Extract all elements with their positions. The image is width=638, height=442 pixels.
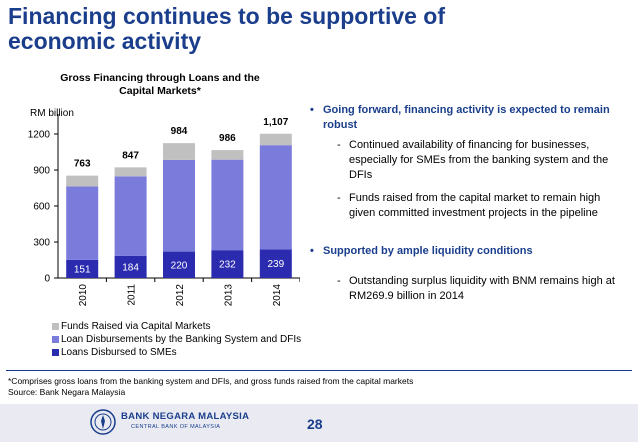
sub-bullet-capital-market-funds: - Funds raised from the capital market t… (337, 191, 627, 221)
source-text: Source: Bank Negara Malaysia (8, 387, 126, 397)
y-tick-label: 900 (33, 166, 50, 177)
bar-banking-dfi-loans (163, 159, 195, 252)
bullet-text: Going forward, financing activity is exp… (323, 104, 610, 131)
bnm-logo-icon (90, 409, 116, 435)
x-tick-label: 2013 (223, 284, 234, 307)
loan-total-label: 1,107 (263, 117, 288, 128)
bar-banking-dfi-loans (66, 186, 99, 260)
legend-swatch-smes (52, 349, 59, 356)
sub-bullet-text: Continued availability of financing for … (349, 139, 609, 181)
y-tick-label: 1200 (28, 130, 51, 141)
bar-banking-dfi-loans (259, 145, 292, 250)
dash-glyph: - (337, 275, 341, 287)
bar-sme-loans (163, 251, 195, 278)
legend-swatch-capital-markets (52, 323, 59, 330)
x-tick-label: 2011 (127, 284, 138, 306)
bar-banking-dfi-loans (211, 159, 244, 251)
sub-bullet-surplus-liquidity: - Outstanding surplus liquidity with BNM… (337, 274, 627, 304)
y-tick-label: 600 (33, 202, 50, 213)
legend-label: Funds Raised via Capital Markets (61, 321, 211, 332)
loan-total-label: 984 (171, 126, 188, 137)
sme-value-label: 151 (74, 264, 91, 275)
legend-swatch-banking-dfis (52, 336, 59, 343)
legend-label: Loan Disbursements by the Banking System… (61, 334, 302, 345)
sub-bullet-text: Outstanding surplus liquidity with BNM r… (349, 275, 615, 302)
bar-capital-market-funds (163, 143, 195, 160)
x-tick-label: 2010 (78, 284, 89, 307)
legend-item-smes: Loans Disbursed to SMEs (52, 346, 301, 359)
bar-capital-market-funds (114, 167, 147, 177)
loan-total-label: 847 (122, 150, 139, 161)
bullet-glyph: • (310, 104, 314, 116)
dash-glyph: - (337, 192, 341, 204)
legend-label: Loans Disbursed to SMEs (61, 347, 177, 358)
footnote: *Comprises gross loans from the banking … (8, 376, 413, 398)
legend-item-banking-dfis: Loan Disbursements by the Banking System… (52, 333, 301, 346)
legend-item-capital-markets: Funds Raised via Capital Markets (52, 320, 301, 333)
bar-banking-dfi-loans (114, 176, 147, 256)
x-tick-label: 2012 (175, 284, 186, 307)
bar-capital-market-funds (66, 175, 99, 187)
y-axis-unit-label: RM billion (30, 108, 74, 119)
sub-bullet-text: Funds raised from the capital market to … (349, 192, 601, 219)
chart-legend: Funds Raised via Capital Markets Loan Di… (52, 320, 301, 359)
bar-capital-market-funds (259, 133, 292, 146)
bar-capital-market-funds (211, 150, 244, 160)
bar-sme-loans (211, 250, 244, 278)
stacked-bar-chart: 0 300 600 900 1200 151 763 2010 184 847 2011 220 984… (28, 114, 300, 307)
bar-sme-loans (259, 249, 292, 278)
bullet-glyph: • (310, 245, 314, 257)
page-number: 28 (307, 416, 323, 432)
loan-total-label: 986 (219, 133, 236, 144)
chart-title: Gross Financing through Loans and the Ca… (60, 72, 260, 97)
bar-sme-loans (114, 255, 147, 278)
bullet-outlook: • Going forward, financing activity is e… (310, 103, 625, 133)
dash-glyph: - (337, 139, 341, 151)
slide-title: Financing continues to be supportive of … (8, 3, 446, 54)
bullet-liquidity: • Supported by ample liquidity condition… (310, 244, 625, 259)
sme-value-label: 220 (171, 260, 188, 271)
bullet-text: Supported by ample liquidity conditions (323, 245, 533, 257)
bar-sme-loans (66, 259, 99, 278)
sme-value-label: 232 (219, 260, 236, 271)
sme-value-label: 239 (267, 259, 284, 270)
loan-total-label: 763 (74, 159, 91, 170)
brand-name: BANK NEGARA MALAYSIA (121, 411, 250, 422)
y-tick-label: 0 (44, 274, 50, 285)
y-tick-label: 300 (33, 238, 50, 249)
sub-bullet-financing-availability: - Continued availability of financing fo… (337, 138, 627, 183)
footnote-text: *Comprises gross loans from the banking … (8, 376, 414, 386)
brand-subtitle: CENTRAL BANK OF MALAYSIA (131, 424, 221, 430)
x-tick-label: 2014 (272, 284, 283, 307)
sme-value-label: 184 (122, 262, 139, 273)
footnote-divider (6, 370, 632, 371)
